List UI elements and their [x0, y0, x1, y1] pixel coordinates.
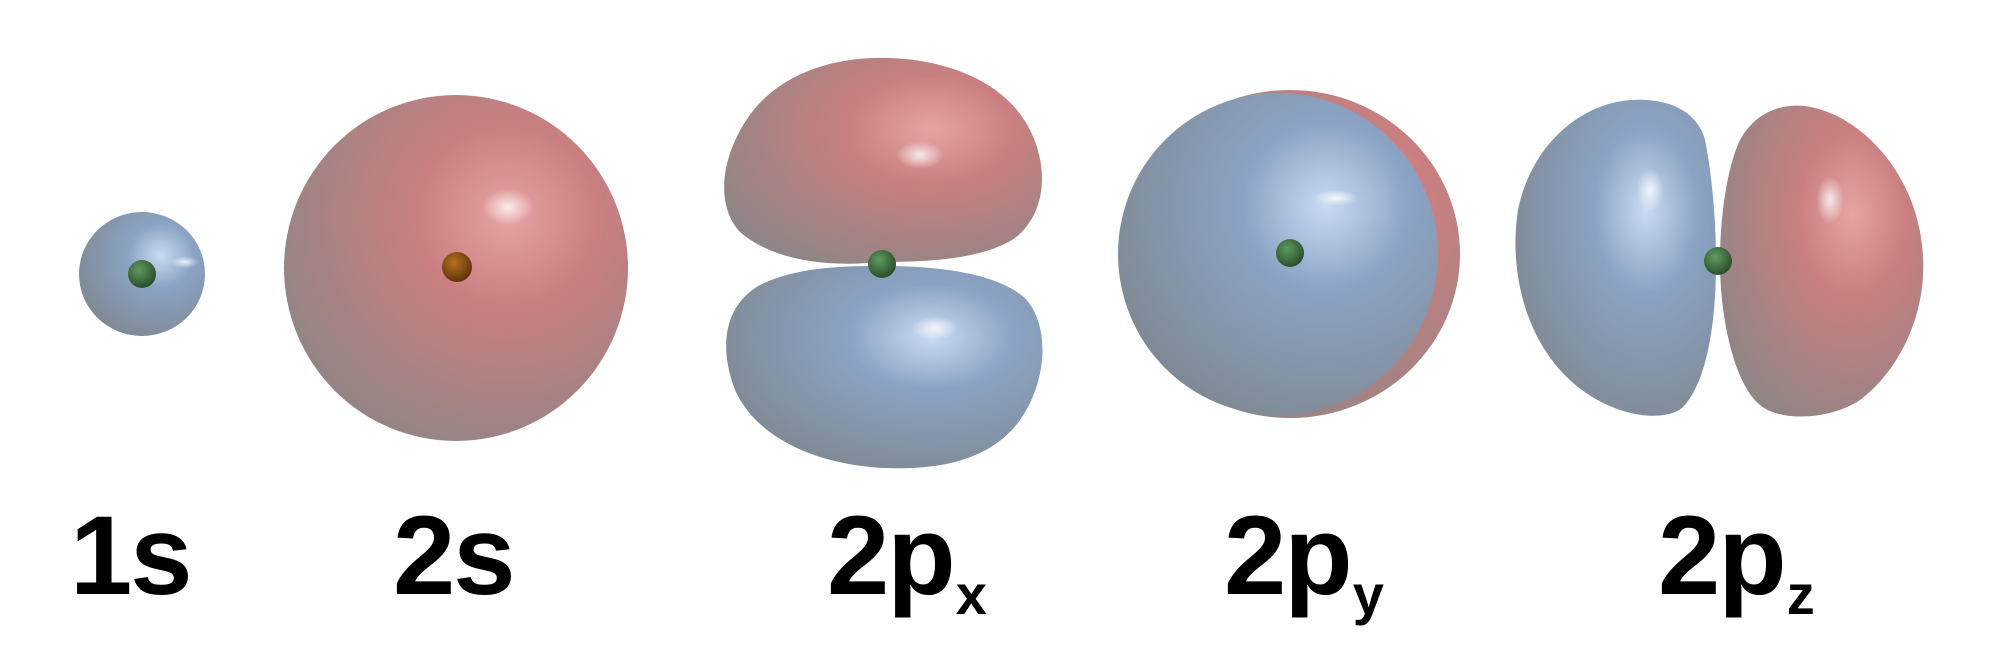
highlight — [171, 256, 199, 268]
highlight — [896, 141, 944, 169]
label-2px-main: 2p — [827, 493, 956, 618]
label-1s: 1s — [70, 500, 193, 612]
nucleus — [868, 250, 896, 278]
orbital-2px — [724, 57, 1043, 469]
nucleus — [1276, 239, 1304, 267]
highlight — [482, 189, 534, 225]
orbital-2pz-right-lobe — [1720, 105, 1924, 417]
nucleus — [442, 252, 472, 282]
orbital-2px-lower-lobe — [726, 266, 1043, 469]
orbital-1s — [79, 212, 205, 336]
nucleus — [1704, 247, 1732, 275]
nucleus — [128, 260, 156, 288]
label-2pz: 2pz — [1658, 500, 1815, 631]
highlight — [911, 316, 959, 340]
label-2px-subscript: x — [955, 563, 987, 626]
label-2s-main: 2s — [393, 493, 516, 618]
highlight — [1636, 168, 1664, 212]
orbital-2px-upper-lobe — [724, 57, 1042, 264]
highlight — [1816, 176, 1844, 224]
label-2pz-subscript: z — [1786, 563, 1815, 626]
label-2py-subscript: y — [1352, 563, 1384, 626]
label-2py-main: 2p — [1224, 493, 1353, 618]
label-1s-main: 1s — [70, 493, 193, 618]
label-2s: 2s — [393, 500, 516, 612]
highlight — [1314, 190, 1358, 206]
orbital-2pz-left-lobe — [1515, 99, 1716, 416]
label-2px: 2px — [827, 500, 987, 631]
label-2py: 2py — [1224, 500, 1384, 631]
label-2pz-main: 2p — [1658, 493, 1787, 618]
orbital-2pz — [1515, 99, 1924, 417]
orbital-2py — [1118, 90, 1460, 418]
orbital-2s — [284, 95, 628, 441]
